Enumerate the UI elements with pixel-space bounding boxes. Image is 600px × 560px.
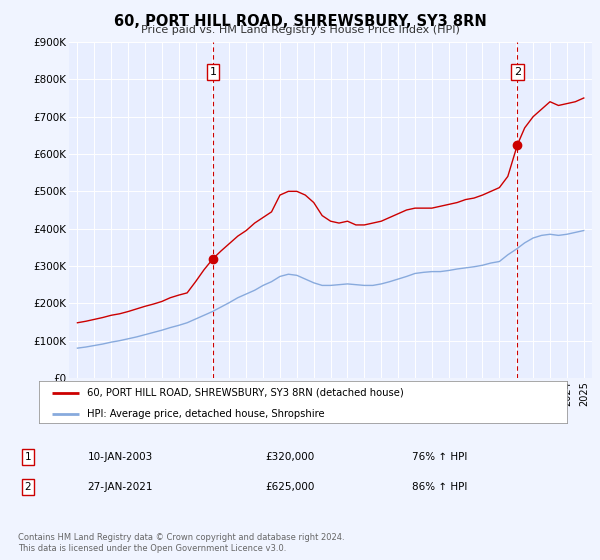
Text: 27-JAN-2021: 27-JAN-2021 <box>87 482 153 492</box>
Text: £320,000: £320,000 <box>265 452 314 462</box>
Text: 10-JAN-2003: 10-JAN-2003 <box>88 452 152 462</box>
Text: This data is licensed under the Open Government Licence v3.0.: This data is licensed under the Open Gov… <box>18 544 286 553</box>
Text: 1: 1 <box>209 67 217 77</box>
Text: £625,000: £625,000 <box>265 482 314 492</box>
Text: HPI: Average price, detached house, Shropshire: HPI: Average price, detached house, Shro… <box>86 409 324 418</box>
Text: 76% ↑ HPI: 76% ↑ HPI <box>412 452 467 462</box>
Text: 2: 2 <box>25 482 31 492</box>
Text: 60, PORT HILL ROAD, SHREWSBURY, SY3 8RN (detached house): 60, PORT HILL ROAD, SHREWSBURY, SY3 8RN … <box>86 388 403 398</box>
Text: 1: 1 <box>25 452 31 462</box>
Text: 86% ↑ HPI: 86% ↑ HPI <box>412 482 467 492</box>
Text: 2: 2 <box>514 67 521 77</box>
Text: Contains HM Land Registry data © Crown copyright and database right 2024.: Contains HM Land Registry data © Crown c… <box>18 533 344 542</box>
Text: Price paid vs. HM Land Registry's House Price Index (HPI): Price paid vs. HM Land Registry's House … <box>140 25 460 35</box>
Text: 60, PORT HILL ROAD, SHREWSBURY, SY3 8RN: 60, PORT HILL ROAD, SHREWSBURY, SY3 8RN <box>113 14 487 29</box>
